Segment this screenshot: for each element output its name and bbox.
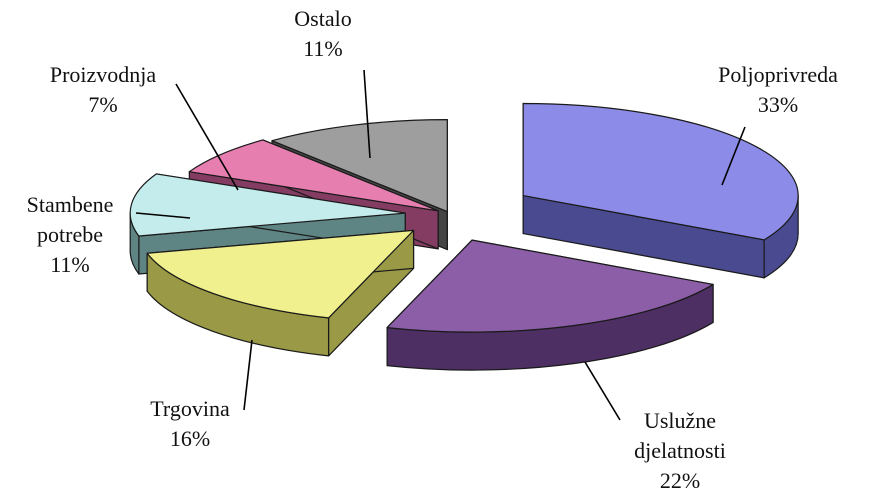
- slice-category-label: Poljoprivreda: [718, 62, 838, 87]
- leader-line-4: [175, 83, 239, 191]
- slice-category-label: Trgovina: [150, 396, 230, 421]
- slice-uslužne-djelatnosti: [386, 239, 714, 333]
- leader-line-1: [584, 361, 621, 421]
- slice-proizvodnja: [188, 139, 439, 212]
- slice-value-label: 11%: [303, 36, 343, 61]
- slice-value-label: 33%: [758, 92, 798, 117]
- slice-category-label: potrebe: [37, 222, 103, 247]
- slice-value-label: 16%: [170, 426, 210, 451]
- slice-trgovina: [146, 229, 415, 319]
- slice-value-label: 7%: [88, 92, 117, 117]
- leader-line-2: [243, 339, 253, 411]
- slice-ostalo: [271, 119, 448, 213]
- slice-category-label: Stambene: [27, 192, 114, 217]
- slice-value-label: 11%: [50, 252, 90, 277]
- slice-poljoprivreda: [522, 102, 799, 241]
- slice-category-label: Ostalo: [294, 6, 351, 31]
- slice-category-label: Uslužne: [644, 408, 716, 433]
- slice-category-label: djelatnosti: [634, 438, 726, 463]
- slice-category-label: Proizvodnja: [50, 62, 157, 87]
- slice-value-label: 22%: [660, 468, 700, 493]
- slice-stambene-potrebe: [129, 173, 406, 237]
- leader-line-0: [721, 126, 746, 186]
- leader-line-5: [363, 69, 371, 159]
- leader-line-3: [135, 212, 191, 219]
